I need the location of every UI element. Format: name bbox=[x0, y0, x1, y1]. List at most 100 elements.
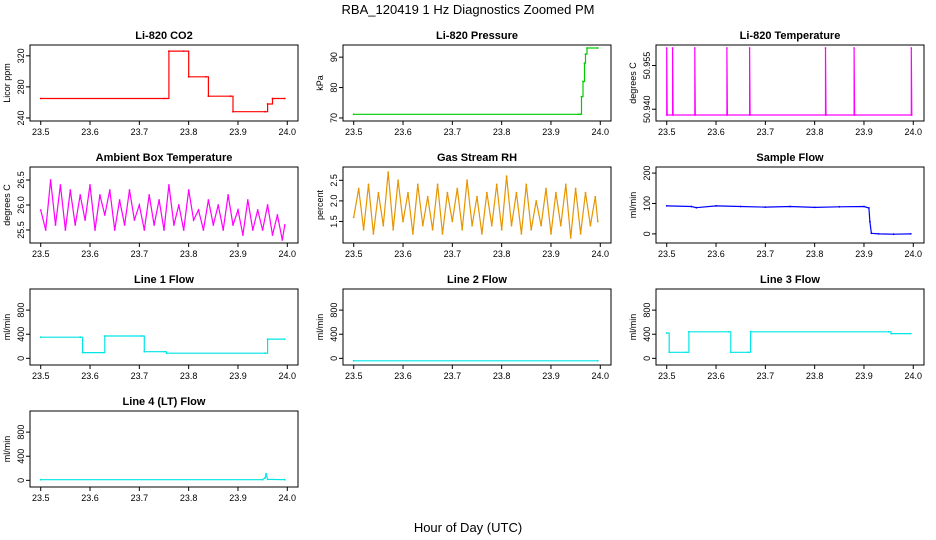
data-point bbox=[352, 113, 355, 116]
panel-6: Sample Flow 23.5 23.6 23.7 23.8 23.9 24.0 0 100 2… bbox=[628, 152, 925, 259]
data-point bbox=[466, 179, 468, 182]
x-tick-label: 23.9 bbox=[229, 249, 247, 259]
series-line bbox=[666, 205, 911, 235]
x-tick-label: 23.8 bbox=[180, 371, 198, 381]
x-tick-label: 23.7 bbox=[444, 371, 462, 381]
x-tick-label: 23.5 bbox=[32, 249, 50, 259]
data-point bbox=[582, 80, 584, 83]
y-tick-label: 70 bbox=[329, 113, 339, 123]
data-point bbox=[726, 47, 728, 49]
x-tick-label: 23.8 bbox=[806, 371, 824, 381]
data-point bbox=[113, 229, 116, 231]
x-tick-label: 23.5 bbox=[345, 127, 363, 137]
data-point bbox=[748, 47, 751, 49]
data-point bbox=[352, 359, 355, 362]
y-axis-label: percent bbox=[315, 189, 325, 220]
data-point bbox=[525, 183, 528, 186]
x-tick-label: 23.7 bbox=[131, 249, 149, 259]
data-point bbox=[559, 224, 562, 227]
data-point bbox=[207, 199, 210, 201]
x-tick-label: 23.7 bbox=[131, 371, 149, 381]
data-point bbox=[89, 184, 91, 186]
x-tick-label: 23.9 bbox=[855, 127, 873, 137]
y-tick-label: 400 bbox=[329, 327, 339, 342]
data-point bbox=[892, 233, 895, 236]
x-tick-label: 23.6 bbox=[81, 127, 99, 137]
x-tick-label: 23.6 bbox=[394, 249, 412, 259]
data-point bbox=[564, 183, 567, 186]
y-axis-label: ml/min bbox=[315, 314, 325, 341]
panel-title: Line 3 Flow bbox=[760, 274, 820, 286]
x-tick-label: 23.5 bbox=[345, 371, 363, 381]
data-point bbox=[362, 228, 365, 231]
data-point bbox=[74, 224, 77, 226]
x-tick-label: 24.0 bbox=[279, 493, 297, 503]
data-point bbox=[596, 220, 599, 223]
data-point bbox=[407, 191, 409, 194]
x-tick-label: 23.7 bbox=[444, 249, 462, 259]
y-tick-label: 800 bbox=[16, 303, 26, 318]
data-point bbox=[451, 220, 454, 223]
data-point bbox=[574, 187, 577, 190]
y-axis-label: ml/min bbox=[628, 192, 638, 219]
data-point bbox=[256, 209, 259, 211]
data-point bbox=[584, 53, 587, 55]
data-point bbox=[143, 229, 146, 231]
y-tick-label: 400 bbox=[642, 327, 652, 342]
data-point bbox=[505, 175, 508, 178]
y-tick-label: 26.0 bbox=[16, 196, 26, 214]
data-point bbox=[242, 234, 244, 236]
data-point bbox=[261, 229, 264, 231]
data-point bbox=[583, 62, 586, 65]
y-tick-label: 50.955 bbox=[642, 52, 652, 80]
data-point bbox=[187, 189, 190, 191]
data-point bbox=[863, 205, 865, 208]
data-point bbox=[431, 228, 434, 231]
y-tick-label: 0 bbox=[16, 478, 26, 483]
data-point bbox=[192, 219, 195, 221]
x-tick-label: 23.5 bbox=[32, 371, 50, 381]
data-point bbox=[471, 224, 473, 227]
data-point bbox=[890, 332, 892, 335]
data-point bbox=[436, 183, 439, 186]
data-point bbox=[853, 47, 855, 49]
data-point bbox=[726, 114, 729, 116]
x-tick-label: 24.0 bbox=[592, 371, 610, 381]
x-tick-label: 23.6 bbox=[394, 127, 412, 137]
data-point bbox=[153, 224, 156, 226]
data-point bbox=[103, 335, 106, 337]
data-point bbox=[187, 75, 190, 78]
panel-title: Li-820 CO2 bbox=[135, 30, 192, 42]
x-tick-label: 23.9 bbox=[542, 127, 560, 137]
data-point bbox=[910, 47, 913, 49]
data-point bbox=[128, 189, 131, 191]
x-tick-label: 23.9 bbox=[855, 249, 873, 259]
panel-title: Line 4 (LT) Flow bbox=[123, 396, 206, 408]
data-point bbox=[54, 224, 57, 226]
data-point bbox=[421, 224, 424, 227]
data-point bbox=[265, 472, 267, 475]
x-tick-label: 23.5 bbox=[345, 249, 363, 259]
y-tick-label: 25.5 bbox=[16, 221, 26, 239]
data-point bbox=[140, 335, 143, 337]
data-point bbox=[64, 229, 67, 231]
data-point bbox=[177, 204, 180, 206]
data-point bbox=[412, 232, 414, 235]
panel-grid: Li-820 CO2 23.5 23.6 23.7 23.8 23.9 24.0 240 280… bbox=[2, 30, 925, 503]
y-tick-label: 280 bbox=[16, 79, 26, 94]
data-point bbox=[580, 95, 583, 98]
x-tick-label: 23.7 bbox=[131, 127, 149, 137]
data-point bbox=[182, 50, 185, 52]
data-point bbox=[594, 195, 597, 198]
data-point bbox=[266, 338, 269, 340]
data-point bbox=[163, 229, 165, 231]
x-tick-label: 23.8 bbox=[180, 249, 198, 259]
data-point bbox=[579, 232, 582, 235]
y-tick-label: 800 bbox=[642, 303, 652, 318]
data-point bbox=[530, 228, 533, 231]
y-tick-label: 1.5 bbox=[329, 215, 339, 228]
x-tick-label: 23.8 bbox=[180, 127, 198, 137]
x-tick-label: 23.8 bbox=[806, 127, 824, 137]
data-point bbox=[168, 50, 170, 52]
